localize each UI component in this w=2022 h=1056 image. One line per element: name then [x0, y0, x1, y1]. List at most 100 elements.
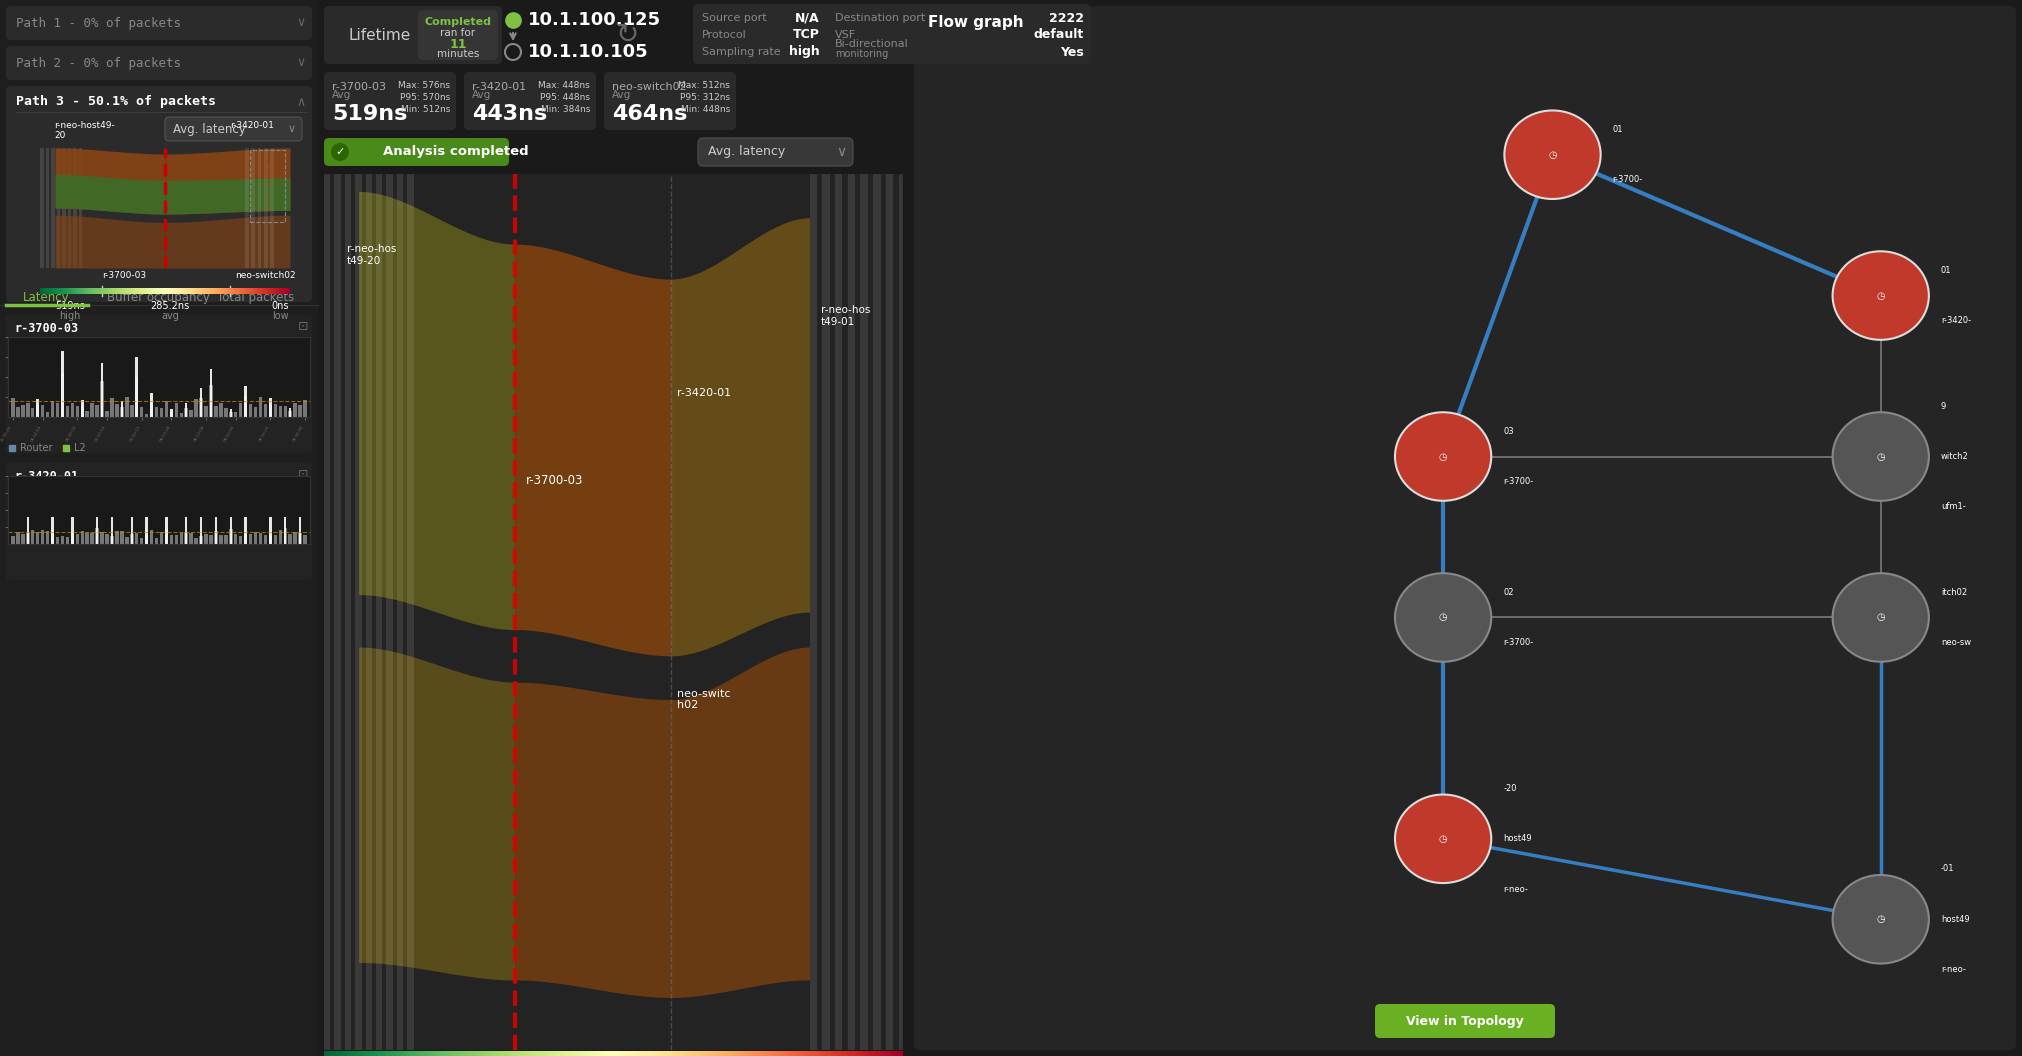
- Bar: [174, 535, 178, 544]
- Bar: [51, 516, 55, 544]
- Bar: [279, 406, 281, 417]
- Text: 519ns: 519ns: [55, 301, 85, 312]
- Bar: [204, 407, 208, 417]
- Text: L2: L2: [75, 444, 85, 453]
- Bar: [273, 535, 277, 544]
- Bar: [239, 536, 243, 544]
- Bar: [111, 536, 113, 544]
- Bar: [228, 412, 233, 417]
- Text: r-3700-: r-3700-: [1502, 477, 1533, 486]
- Text: r-neo-: r-neo-: [1502, 885, 1529, 893]
- Bar: [245, 516, 247, 544]
- Text: TCP: TCP: [793, 29, 821, 41]
- Bar: [119, 531, 123, 544]
- Text: Analysis completed: Analysis completed: [382, 146, 528, 158]
- FancyBboxPatch shape: [166, 117, 301, 142]
- Text: ◷: ◷: [1876, 290, 1885, 301]
- Bar: [259, 532, 263, 544]
- Text: r-3700-03: r-3700-03: [101, 271, 146, 281]
- Text: r-3700-03: r-3700-03: [526, 474, 584, 487]
- Bar: [95, 404, 99, 417]
- Bar: [91, 533, 93, 544]
- Bar: [224, 408, 228, 417]
- Text: Latency: Latency: [22, 290, 69, 303]
- Bar: [146, 516, 148, 544]
- Bar: [16, 532, 20, 544]
- Bar: [164, 400, 168, 417]
- Bar: [180, 413, 184, 417]
- Text: Bi-directional: Bi-directional: [835, 39, 908, 49]
- Bar: [111, 398, 113, 417]
- Text: high: high: [789, 45, 821, 58]
- Bar: [150, 393, 154, 417]
- Text: WJH: WJH: [285, 338, 305, 348]
- Text: host49: host49: [1941, 914, 1969, 924]
- Text: 10.1.10.105: 10.1.10.105: [528, 43, 649, 61]
- Bar: [231, 410, 233, 417]
- Circle shape: [1504, 111, 1601, 199]
- Bar: [85, 533, 89, 544]
- Text: neo-sw: neo-sw: [1941, 638, 1971, 647]
- Bar: [194, 399, 198, 417]
- Bar: [224, 534, 228, 544]
- Text: 01: 01: [1941, 266, 1951, 275]
- Text: 0ns: 0ns: [271, 301, 289, 312]
- Bar: [210, 369, 212, 417]
- Bar: [251, 150, 285, 223]
- Bar: [30, 530, 34, 544]
- Text: Buffer occupancy: Buffer occupancy: [107, 290, 210, 303]
- Text: neo-switch02: neo-switch02: [235, 271, 295, 281]
- Text: r-neo-hos
t49-20: r-neo-hos t49-20: [348, 244, 396, 266]
- Text: ✕: ✕: [265, 183, 269, 188]
- Text: ◷: ◷: [1440, 834, 1448, 844]
- Bar: [263, 404, 267, 417]
- Bar: [908, 0, 2022, 1056]
- Text: r-3420-01: r-3420-01: [677, 388, 730, 398]
- Text: 9: 9: [1941, 401, 1945, 411]
- Circle shape: [1395, 412, 1492, 501]
- Bar: [105, 534, 109, 544]
- Bar: [317, 0, 908, 1056]
- Text: Flow graph: Flow graph: [928, 15, 1023, 30]
- Bar: [249, 404, 253, 417]
- Text: ⊡: ⊡: [297, 468, 307, 480]
- Bar: [140, 407, 144, 417]
- Bar: [101, 381, 103, 417]
- Circle shape: [332, 143, 350, 161]
- FancyBboxPatch shape: [324, 138, 510, 166]
- Text: Max: 448ns: Max: 448ns: [538, 81, 590, 91]
- Bar: [129, 534, 133, 544]
- Bar: [200, 535, 202, 544]
- FancyBboxPatch shape: [6, 6, 311, 40]
- Text: Latency: Latency: [14, 338, 55, 348]
- Bar: [269, 516, 271, 544]
- Bar: [303, 535, 307, 544]
- Text: neo-switc
h02: neo-switc h02: [677, 689, 730, 711]
- Bar: [16, 407, 20, 417]
- Bar: [214, 406, 218, 417]
- Bar: [91, 402, 93, 417]
- Text: r-3700-03: r-3700-03: [14, 322, 79, 336]
- Text: 443ns: 443ns: [471, 103, 548, 124]
- Bar: [40, 530, 44, 544]
- Bar: [156, 407, 158, 417]
- Bar: [119, 407, 123, 417]
- Bar: [200, 516, 202, 544]
- Bar: [184, 532, 188, 544]
- Bar: [36, 532, 40, 544]
- Text: high: high: [59, 312, 81, 321]
- Bar: [299, 533, 301, 544]
- Bar: [231, 516, 233, 544]
- Bar: [289, 408, 291, 417]
- FancyBboxPatch shape: [6, 315, 311, 453]
- Text: 01: 01: [1614, 125, 1624, 134]
- FancyBboxPatch shape: [324, 72, 457, 130]
- Bar: [61, 536, 65, 544]
- Bar: [166, 516, 168, 544]
- Text: 20: 20: [55, 132, 65, 140]
- FancyBboxPatch shape: [463, 72, 596, 130]
- Text: Min: 384ns: Min: 384ns: [540, 106, 590, 114]
- Text: r-3420-01: r-3420-01: [231, 121, 273, 131]
- Bar: [57, 402, 59, 417]
- Text: monitoring: monitoring: [835, 49, 888, 59]
